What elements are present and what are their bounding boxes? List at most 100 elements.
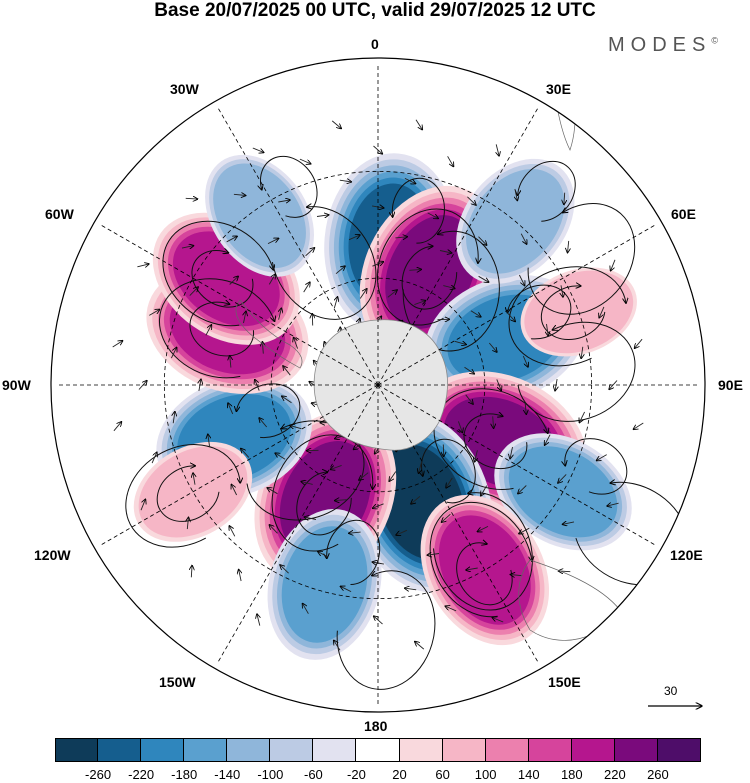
- wind-vector: [181, 246, 194, 249]
- wind-vector: [229, 276, 239, 285]
- streamline: [433, 493, 533, 611]
- wind-vector: [231, 484, 238, 496]
- wind-vector: [478, 275, 489, 282]
- wind-vector: [301, 482, 313, 485]
- wind-vector: [303, 282, 310, 293]
- wind-vector: [561, 285, 563, 297]
- wind-vector: [515, 188, 518, 201]
- wind-vector: [340, 586, 352, 593]
- streamline: [236, 383, 301, 439]
- wind-vector: [348, 235, 360, 241]
- colorbar-tick-label: -180: [171, 767, 198, 782]
- lon-label-120e: 120E: [670, 547, 703, 563]
- colorbar-swatch: [270, 738, 314, 762]
- wind-vector: [268, 274, 275, 285]
- wind-vector: [389, 471, 397, 482]
- wind-vector: [226, 236, 238, 243]
- wind-vector: [275, 453, 286, 460]
- colorbar-tick-label: -260: [85, 767, 112, 782]
- wind-vector: [634, 338, 643, 348]
- wind-vector: [113, 422, 122, 432]
- wind-vector: [269, 525, 278, 534]
- colorbar-swatch: [55, 738, 99, 762]
- lon-label-180: 180: [364, 718, 388, 734]
- wind-vector: [334, 297, 337, 309]
- wind-vector: [518, 274, 524, 286]
- wind-vector: [244, 311, 247, 324]
- wind-vector: [282, 396, 292, 404]
- brand-mark: ©: [711, 35, 718, 46]
- streamline: [422, 438, 476, 504]
- wind-vector: [478, 236, 487, 246]
- meridian-line: [100, 384, 379, 546]
- wind-vector: [519, 527, 530, 534]
- anomaly-contour: [281, 526, 368, 643]
- wind-vector: [189, 287, 198, 296]
- wind-vector: [411, 495, 421, 504]
- wind-vector: [599, 306, 605, 318]
- wind-vector: [522, 355, 528, 367]
- wind-vector: [334, 640, 341, 651]
- wind-vector: [488, 342, 497, 352]
- streamline: [517, 321, 636, 422]
- wind-vector: [568, 240, 569, 253]
- streamline: [392, 177, 445, 244]
- wind-vector: [257, 614, 260, 626]
- wind-vector: [520, 233, 527, 245]
- wind-vector: [579, 411, 586, 423]
- wind-vector: [545, 434, 551, 446]
- modes-logo: MODES©: [608, 34, 718, 57]
- colorbar-swatch: [227, 738, 271, 762]
- wind-vector: [506, 312, 515, 322]
- wind-vector: [596, 454, 607, 461]
- colorbar-swatch: [399, 738, 443, 762]
- streamline: [336, 570, 436, 690]
- wind-vector: [475, 450, 478, 462]
- wind-vector: [581, 346, 583, 359]
- map-title: Base 20/07/2025 00 UTC, valid 29/07/2025…: [154, 0, 596, 21]
- wind-vector: [335, 500, 347, 501]
- wind-vector: [387, 290, 397, 298]
- colorbar-tick-label: 220: [604, 767, 626, 782]
- streamline: [565, 438, 628, 495]
- colorbar-swatch: [98, 738, 142, 762]
- wind-vector: [318, 552, 329, 558]
- wind-vector: [396, 529, 408, 535]
- wind-vector: [278, 200, 290, 202]
- wind-vector: [404, 177, 416, 183]
- wind-vector: [283, 366, 291, 376]
- wind-vector: [477, 525, 489, 531]
- streamline: [271, 207, 377, 320]
- streamline: [429, 501, 532, 618]
- wind-vector: [137, 264, 149, 267]
- wind-vector: [415, 119, 422, 130]
- wind-vector: [633, 422, 644, 429]
- wind-vector: [446, 477, 453, 488]
- colorbar-tick-label: 260: [647, 767, 669, 782]
- colorbar-tick-label: 180: [560, 767, 583, 782]
- wind-vector: [228, 403, 234, 415]
- wind-vector: [185, 198, 198, 199]
- wind-vector: [267, 488, 278, 495]
- wind-vector: [259, 418, 268, 428]
- colorbar-tick-label: -60: [303, 767, 323, 782]
- streamline: [189, 302, 255, 357]
- wind-vector: [241, 448, 250, 458]
- wind-vector: [492, 618, 504, 623]
- wind-vector: [230, 356, 231, 368]
- lon-label-0: 0: [371, 36, 379, 52]
- colorbar-swatch: [356, 738, 400, 762]
- wind-vector: [339, 180, 352, 182]
- streamline: [158, 278, 274, 379]
- streamline: [518, 160, 576, 222]
- colorbar-tick-label: 20: [392, 767, 407, 782]
- wind-vector: [349, 532, 361, 533]
- lon-label-30w: 30W: [170, 81, 199, 97]
- streamline: [260, 155, 318, 218]
- wind-vector: [294, 337, 299, 349]
- wind-vector: [302, 603, 309, 614]
- reference-vector-label: 30: [664, 684, 678, 698]
- wind-vector: [518, 485, 527, 494]
- wind-vector: [252, 147, 264, 153]
